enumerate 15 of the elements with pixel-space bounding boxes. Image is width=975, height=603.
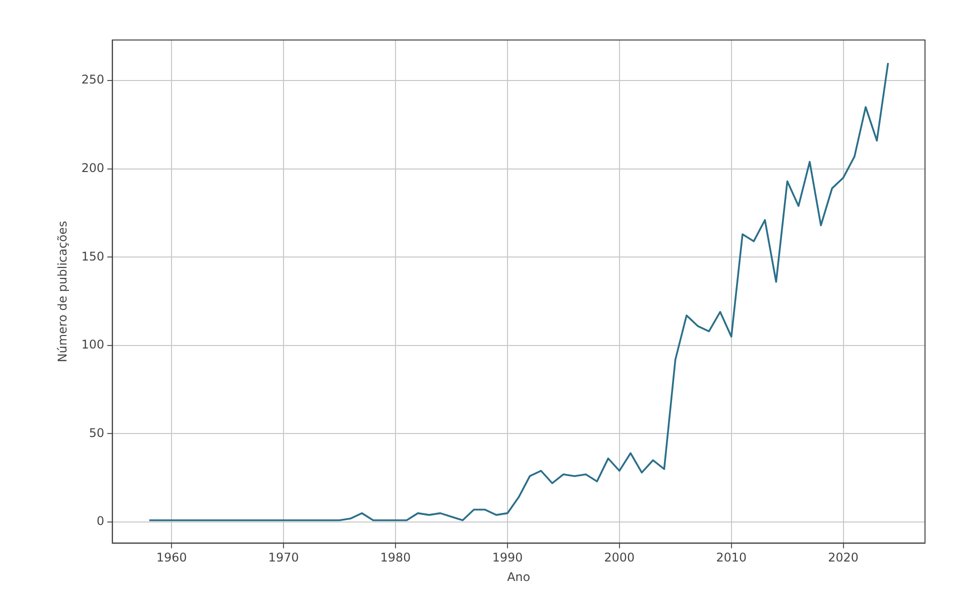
y-tick-label: 100 [81,338,104,352]
x-tick-label: 2010 [716,550,747,565]
y-tick-label: 0 [96,514,104,528]
x-axis-title: Ano [507,570,530,584]
y-tick-label: 200 [81,161,104,176]
y-tick-label: 50 [89,426,104,440]
x-tick-label: 1960 [156,550,187,565]
x-tick-label: 1980 [380,550,411,565]
x-tick-label: 2000 [604,550,635,565]
y-tick-label: 250 [81,72,104,87]
x-tick-label: 1990 [492,550,523,565]
x-tick-label: 2020 [828,550,859,565]
y-tick-label: 150 [81,249,104,264]
x-tick-label: 1970 [268,550,299,565]
y-axis-title: Número de publicações [55,220,70,362]
